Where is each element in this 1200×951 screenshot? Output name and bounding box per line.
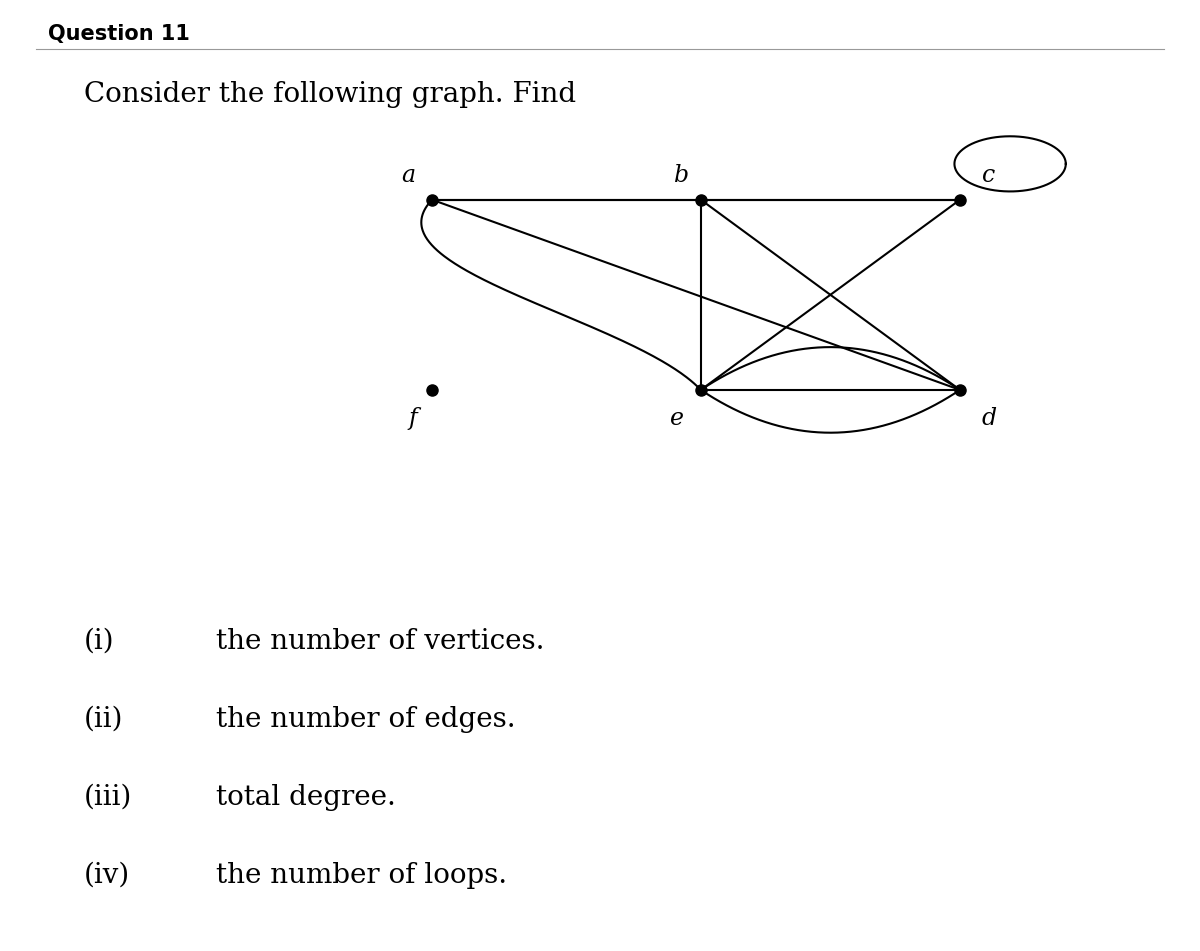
Text: f: f <box>408 407 418 430</box>
Text: the number of vertices.: the number of vertices. <box>216 628 545 654</box>
Text: e: e <box>670 407 684 430</box>
Text: Question 11: Question 11 <box>48 24 190 44</box>
Text: b: b <box>674 165 689 187</box>
Text: the number of edges.: the number of edges. <box>216 706 516 732</box>
Text: (i): (i) <box>84 628 115 654</box>
Text: c: c <box>982 165 996 187</box>
Text: (iii): (iii) <box>84 784 132 810</box>
Text: d: d <box>982 407 996 430</box>
Text: the number of loops.: the number of loops. <box>216 862 508 888</box>
Text: Consider the following graph. Find: Consider the following graph. Find <box>84 81 576 107</box>
Text: total degree.: total degree. <box>216 784 396 810</box>
Text: a: a <box>401 165 415 187</box>
Text: (ii): (ii) <box>84 706 124 732</box>
Text: (iv): (iv) <box>84 862 131 888</box>
